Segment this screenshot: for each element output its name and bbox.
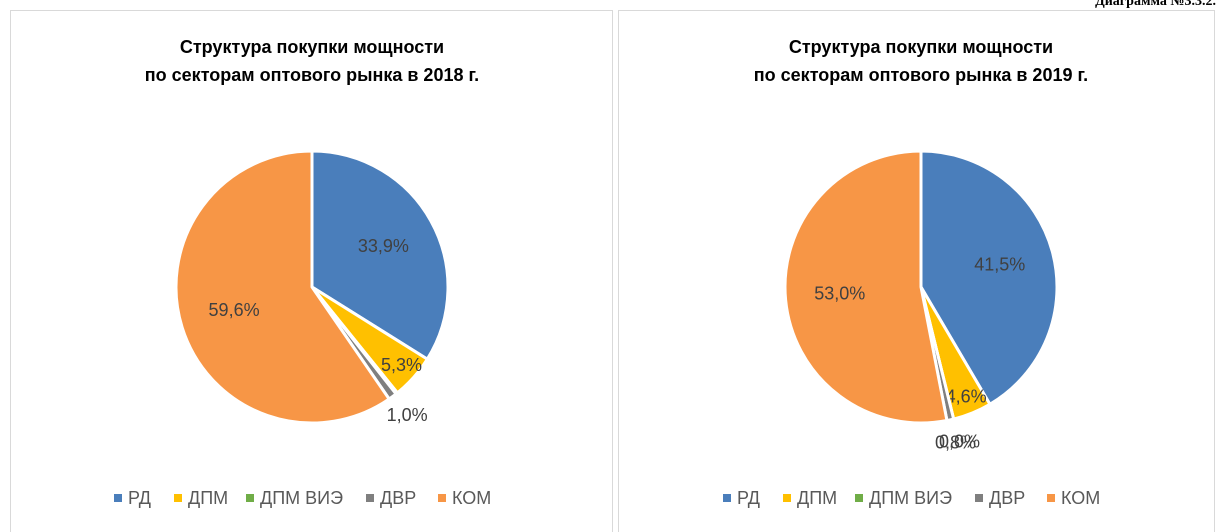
legend-label: КОМ — [1061, 488, 1100, 508]
header-title: Диаграмма №3.3.2. — [1095, 0, 1216, 9]
chart-title: по секторам оптового рынка в 2019 г. — [754, 65, 1088, 85]
pie-slice — [174, 149, 391, 425]
legend-label: РД — [737, 488, 760, 508]
legend-label: КОМ — [452, 488, 491, 508]
data-label: 5,3% — [381, 355, 422, 375]
legend-marker — [114, 494, 122, 502]
pie-slice — [919, 149, 1059, 406]
data-label: 41,5% — [974, 254, 1025, 274]
legend-marker — [783, 494, 791, 502]
legend-label: ДПМ ВИЭ — [869, 488, 952, 508]
legend-label: ДВР — [989, 488, 1025, 508]
legend-marker — [246, 494, 254, 502]
data-label: 33,9% — [358, 236, 409, 256]
data-label: 59,6% — [209, 300, 260, 320]
legend-label: РД — [128, 488, 151, 508]
data-label: 4,6% — [946, 387, 987, 407]
chart-title: Структура покупки мощности — [789, 37, 1053, 57]
legend-label: ДПМ ВИЭ — [260, 488, 343, 508]
legend-marker — [1047, 494, 1055, 502]
legend-label: ДПМ — [797, 488, 837, 508]
pie-slice — [783, 149, 949, 425]
data-label: 0,8% — [935, 432, 976, 452]
data-label: 0,0% — [939, 432, 980, 452]
data-label: 1,0% — [387, 405, 428, 425]
legend-label: ДВР — [380, 488, 416, 508]
legend-marker — [723, 494, 731, 502]
legend-marker — [438, 494, 446, 502]
legend-marker — [366, 494, 374, 502]
legend-marker — [174, 494, 182, 502]
legend-label: ДПМ — [188, 488, 228, 508]
chart-title: по секторам оптового рынка в 2018 г. — [145, 65, 479, 85]
legend-marker — [855, 494, 863, 502]
chart-title: Структура покупки мощности — [180, 37, 444, 57]
data-label: 53,0% — [814, 284, 865, 304]
legend-marker — [975, 494, 983, 502]
